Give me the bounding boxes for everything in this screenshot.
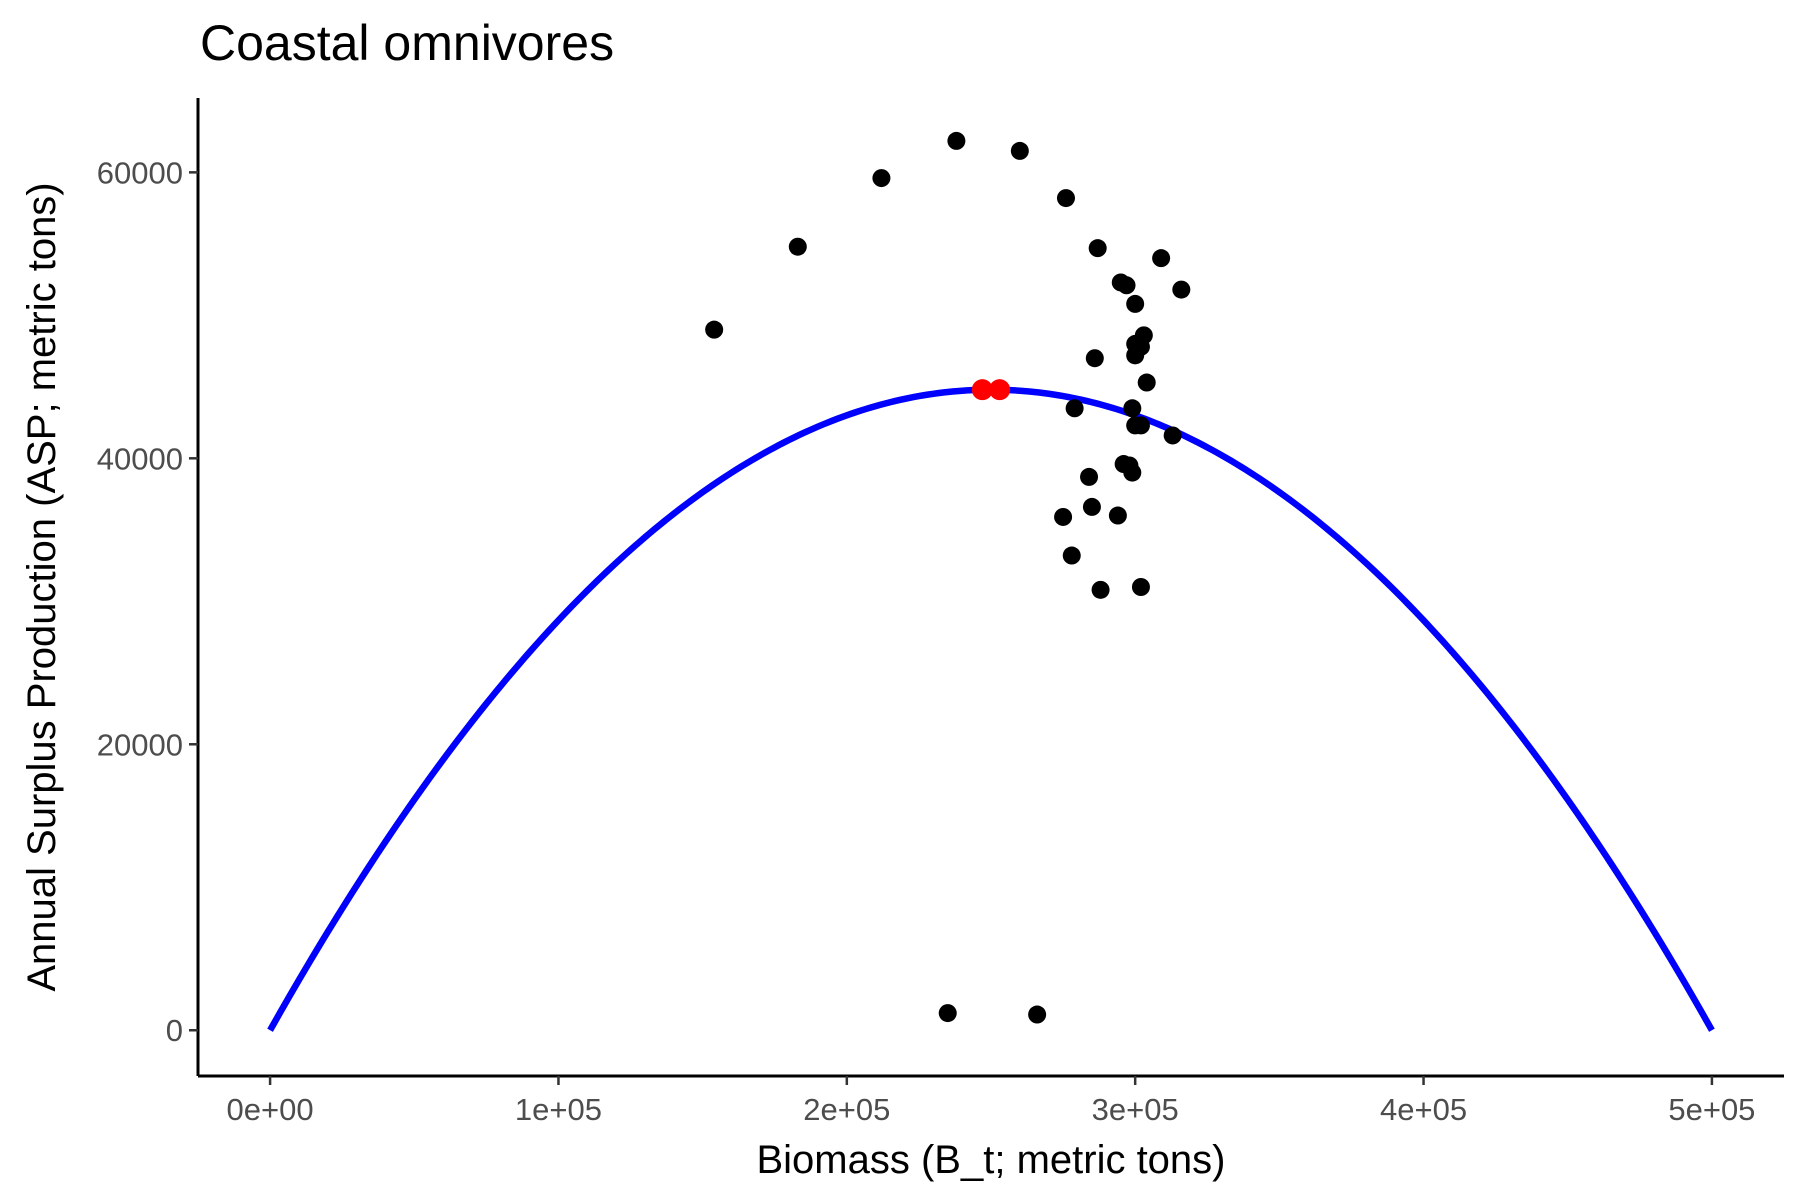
production-curve-line bbox=[267, 386, 1715, 1032]
data-point bbox=[938, 1004, 957, 1023]
x-tick-label: 1e+05 bbox=[515, 1092, 602, 1127]
x-axis-title: Biomass (B_t; metric tons) bbox=[756, 1138, 1225, 1182]
data-point bbox=[1091, 580, 1110, 599]
data-point bbox=[1108, 506, 1127, 525]
data-point bbox=[1126, 346, 1145, 365]
x-tick-label: 4e+05 bbox=[1380, 1092, 1467, 1127]
data-point bbox=[788, 237, 807, 256]
y-tick-label: 20000 bbox=[97, 727, 183, 762]
data-point bbox=[1131, 578, 1150, 596]
data-point bbox=[1062, 546, 1081, 565]
data-point bbox=[1123, 399, 1142, 418]
x-tick-label: 0e+00 bbox=[227, 1092, 314, 1127]
data-point bbox=[1131, 416, 1150, 435]
msy-highlight-point bbox=[971, 379, 993, 401]
data-point bbox=[1010, 141, 1029, 160]
x-axis-ticks: 0e+00 1e+05 2e+05 3e+05 4e+05 5e+05 bbox=[227, 1076, 1755, 1127]
plot-area bbox=[267, 131, 1715, 1032]
msy-highlight-point bbox=[989, 379, 1011, 401]
data-point bbox=[1163, 426, 1182, 445]
data-point bbox=[1137, 373, 1156, 392]
data-point bbox=[947, 131, 966, 150]
data-point bbox=[1117, 276, 1136, 295]
y-axis-ticks: 0 20000 40000 60000 bbox=[97, 155, 198, 1048]
x-tick-label: 2e+05 bbox=[803, 1092, 890, 1127]
data-point bbox=[1028, 1005, 1047, 1024]
data-point bbox=[1082, 497, 1101, 516]
data-point bbox=[1088, 239, 1107, 258]
data-point bbox=[872, 169, 891, 188]
data-point bbox=[1126, 294, 1145, 313]
data-point bbox=[1054, 507, 1073, 526]
data-point bbox=[1065, 399, 1084, 418]
data-point bbox=[1172, 280, 1191, 299]
y-axis-title: Annual Surplus Production (ASP; metric t… bbox=[20, 182, 64, 991]
data-point bbox=[1085, 349, 1104, 368]
x-tick-label: 5e+05 bbox=[1668, 1092, 1755, 1127]
x-tick-label: 3e+05 bbox=[1092, 1092, 1179, 1127]
data-point bbox=[1152, 249, 1171, 268]
data-point bbox=[705, 320, 724, 339]
data-point bbox=[1123, 463, 1142, 482]
y-tick-label: 40000 bbox=[97, 441, 183, 476]
y-tick-label: 0 bbox=[166, 1013, 183, 1048]
y-tick-label: 60000 bbox=[97, 155, 183, 190]
data-point bbox=[1056, 189, 1075, 208]
chart-title: Coastal omnivores bbox=[200, 15, 614, 71]
data-point bbox=[1080, 467, 1099, 486]
